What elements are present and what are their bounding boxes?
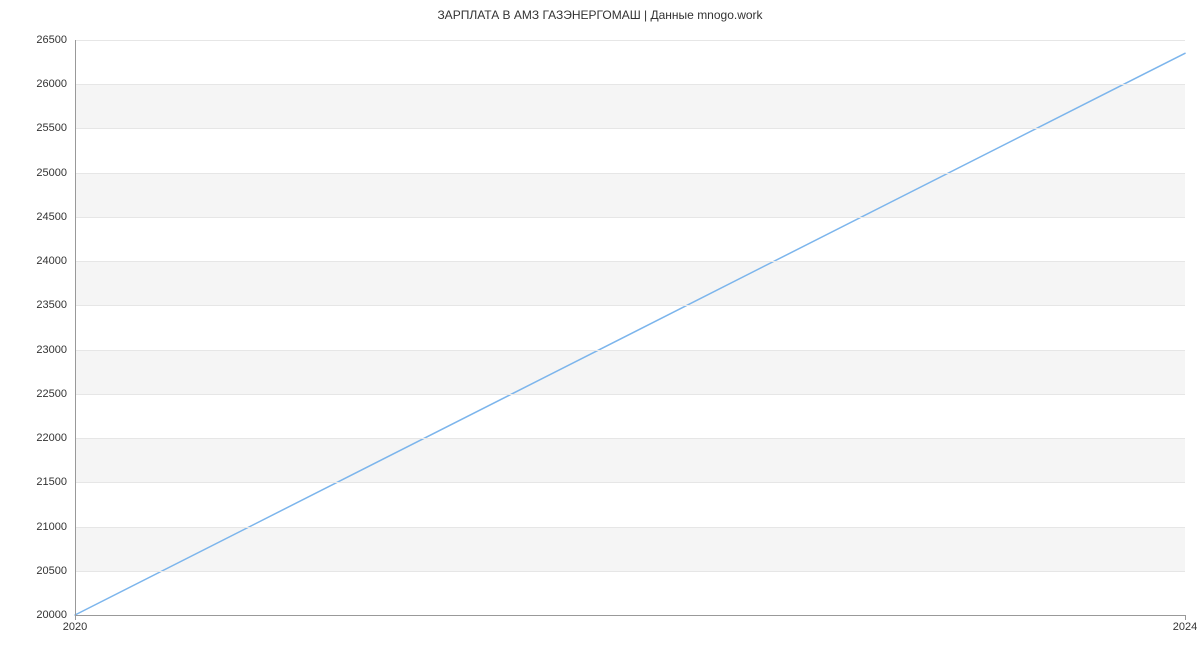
y-tick-label: 20000 xyxy=(36,609,67,621)
y-gridline xyxy=(75,173,1185,174)
chart-title: ЗАРПЛАТА В АМЗ ГАЗЭНЕРГОМАШ | Данные mno… xyxy=(0,8,1200,22)
y-tick-label: 25000 xyxy=(36,167,67,179)
y-tick-label: 23500 xyxy=(36,299,67,311)
salary-line-chart: ЗАРПЛАТА В АМЗ ГАЗЭНЕРГОМАШ | Данные mno… xyxy=(0,0,1200,650)
x-tick-mark xyxy=(75,615,76,620)
x-tick-mark xyxy=(1185,615,1186,620)
y-tick-label: 22500 xyxy=(36,388,67,400)
y-gridline xyxy=(75,128,1185,129)
y-tick-label: 24500 xyxy=(36,211,67,223)
x-axis-line xyxy=(75,615,1185,616)
y-gridline xyxy=(75,571,1185,572)
y-tick-label: 23000 xyxy=(36,344,67,356)
y-tick-label: 21000 xyxy=(36,521,67,533)
y-gridline xyxy=(75,40,1185,41)
series-line-salary xyxy=(75,53,1185,615)
y-tick-label: 21500 xyxy=(36,476,67,488)
y-axis-line xyxy=(75,40,76,615)
y-tick-label: 26500 xyxy=(36,34,67,46)
x-tick-label: 2024 xyxy=(1173,621,1197,633)
y-gridline xyxy=(75,350,1185,351)
y-gridline xyxy=(75,527,1185,528)
y-gridline xyxy=(75,438,1185,439)
y-gridline xyxy=(75,482,1185,483)
x-tick-label: 2020 xyxy=(63,621,87,633)
y-tick-label: 20500 xyxy=(36,565,67,577)
line-layer xyxy=(75,40,1185,615)
y-gridline xyxy=(75,394,1185,395)
y-gridline xyxy=(75,84,1185,85)
y-gridline xyxy=(75,261,1185,262)
y-gridline xyxy=(75,217,1185,218)
y-tick-label: 25500 xyxy=(36,122,67,134)
y-tick-label: 22000 xyxy=(36,432,67,444)
y-tick-label: 24000 xyxy=(36,255,67,267)
y-tick-label: 26000 xyxy=(36,78,67,90)
y-gridline xyxy=(75,305,1185,306)
plot-area: 2000020500210002150022000225002300023500… xyxy=(75,40,1185,615)
